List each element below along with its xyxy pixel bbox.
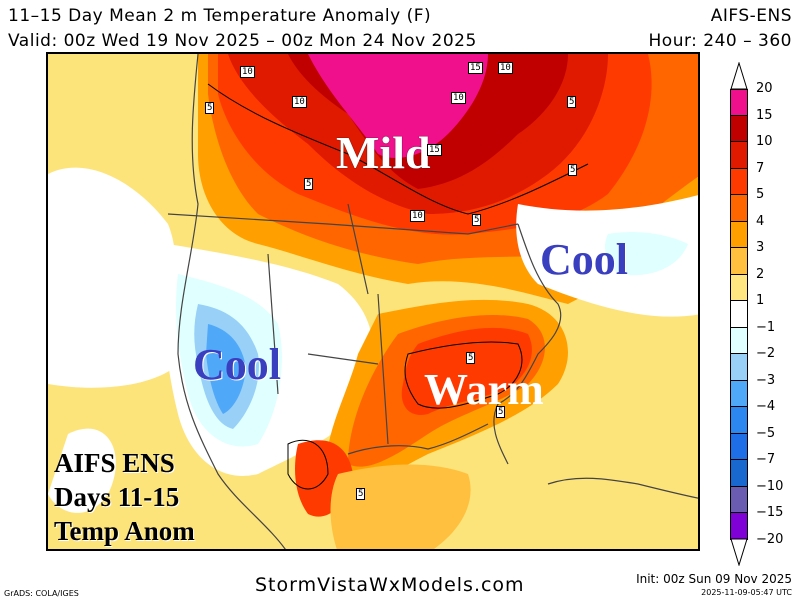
contour-label: 5 <box>567 96 577 108</box>
model-name: AIFS-ENS <box>710 6 792 26</box>
colorbar-swatch <box>730 433 748 461</box>
colorbar-tick-label: 2 <box>756 266 765 282</box>
colorbar-tick-label: 20 <box>756 81 773 96</box>
colorbar-swatch <box>730 142 748 169</box>
contour-label: 10 <box>292 96 307 108</box>
contour-label: 5 <box>356 488 366 500</box>
colorbar-swatch <box>730 327 748 355</box>
chart-title: 11–15 Day Mean 2 m Temperature Anomaly (… <box>8 6 432 26</box>
cool-east-annotation: Cool <box>540 235 628 284</box>
colorbar-tick-label: 4 <box>756 213 765 229</box>
colorbar-tick-label: 10 <box>756 134 773 150</box>
contour-label: 15 <box>468 62 483 74</box>
stamp-line-2: Days 11-15 <box>54 482 180 512</box>
contour-label: 5 <box>304 178 314 190</box>
temperature-anomaly-map: Mild Warm Cool Cool AIFS ENS Days 11-15 … <box>46 52 700 551</box>
colorbar-swatch <box>730 89 748 116</box>
stamp-line-1: AIFS ENS <box>54 448 175 478</box>
colorbar-swatch <box>730 195 748 222</box>
colorbar-swatch <box>730 248 748 275</box>
contour-label: 5 <box>568 164 578 176</box>
anomaly-field <box>48 54 698 549</box>
colorbar-tick-label: 3 <box>756 240 765 256</box>
contour-label: 5 <box>472 214 482 226</box>
colorbar-swatch <box>730 354 748 381</box>
contour-label: 5 <box>496 406 506 418</box>
colorbar-tick-label: −7 <box>756 452 776 468</box>
contour-label: 5 <box>205 102 215 114</box>
colorbar-tick-label: −20 <box>756 532 784 547</box>
contour-label: 10 <box>451 92 466 104</box>
colorbar-swatch <box>730 301 748 328</box>
colorbar-swatch <box>730 460 748 487</box>
colorbar-swatch <box>730 380 748 408</box>
contour-label: 15 <box>427 144 442 156</box>
colorbar-swatch <box>730 274 748 302</box>
cool-west-annotation: Cool <box>193 340 281 389</box>
site-name: StormVistaWxModels.com <box>255 574 525 596</box>
colorbar-swatch <box>730 407 748 434</box>
render-timestamp: 2025-11-09-05:47 UTC <box>701 588 792 597</box>
grads-credit: GrADS: COLA/IGES <box>4 589 79 598</box>
colorbar-tick-label: −3 <box>756 372 776 388</box>
colorbar-tick-label: 5 <box>756 187 765 203</box>
colorbar-swatch <box>730 221 748 249</box>
valid-period: Valid: 00z Wed 19 Nov 2025 – 00z Mon 24 … <box>8 31 477 51</box>
colorbar-tick-label: −2 <box>756 346 776 362</box>
contour-label: 10 <box>498 62 513 74</box>
colorbar-top-arrow <box>730 62 748 90</box>
colorbar <box>730 89 748 540</box>
colorbar-tick-label: 15 <box>756 107 773 123</box>
contour-label: 5 <box>466 352 476 364</box>
colorbar-tick-label: −4 <box>756 399 776 415</box>
forecast-hour: Hour: 240 – 360 <box>648 31 792 51</box>
contour-label: 10 <box>410 210 425 222</box>
colorbar-swatch <box>730 115 748 143</box>
colorbar-tick-label: 1 <box>756 293 765 309</box>
colorbar-swatch <box>730 513 748 540</box>
colorbar-swatch <box>730 486 748 514</box>
mild-annotation: Mild <box>336 127 431 178</box>
colorbar-tick-label: −5 <box>756 425 776 441</box>
stamp-line-3: Temp Anom <box>54 516 195 546</box>
init-time: Init: 00z Sun 09 Nov 2025 <box>636 572 792 586</box>
colorbar-tick-label: 7 <box>756 160 765 176</box>
warm-annotation: Warm <box>424 365 544 414</box>
colorbar-bottom-arrow <box>730 538 748 566</box>
colorbar-swatch <box>730 168 748 196</box>
colorbar-tick-label: −10 <box>756 478 784 494</box>
colorbar-tick-label: −15 <box>756 505 784 521</box>
contour-label: 10 <box>240 66 255 78</box>
colorbar-tick-label: −1 <box>756 319 776 335</box>
